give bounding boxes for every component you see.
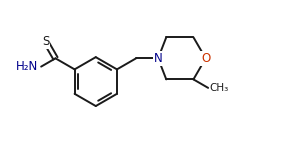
Text: O: O [201,52,210,65]
Text: CH₃: CH₃ [210,83,229,93]
Text: S: S [42,35,49,49]
Text: N: N [154,52,162,65]
Text: H₂N: H₂N [16,60,39,73]
